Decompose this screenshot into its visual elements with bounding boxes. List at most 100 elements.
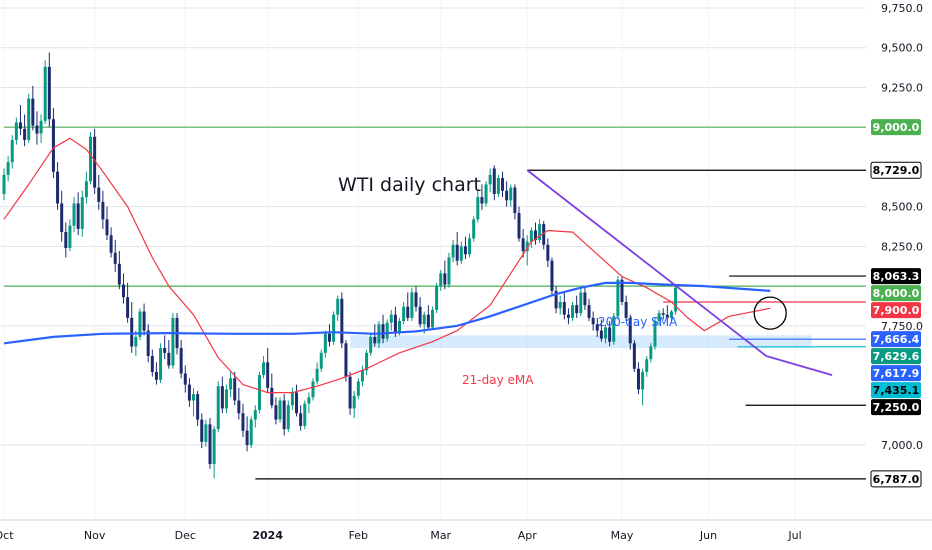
trendline-extension [765,355,833,376]
candle-body [224,389,228,409]
candle-body [327,333,331,342]
candle-body [468,238,472,255]
y-tick-label: 9,750.0 [881,2,923,15]
candle-body [43,66,47,121]
price-badge-bg [871,268,921,285]
candle-body [10,139,14,163]
candle-body [385,322,389,339]
candle-body [348,376,352,409]
candle-body [624,301,628,318]
y-tick-label: 8,250.0 [881,240,923,253]
indicator-lines [3,137,771,394]
price-badge-label: 7,435.1 [873,384,920,397]
candle-body [105,219,109,236]
candle-body [35,125,39,134]
price-badges: 9,000.0 8,729.0 8,063.3 8,000.0 7,900.0 7,666… [870,119,922,488]
price-badge-label: 7,666.4 [873,333,920,346]
price-badge-bg [871,365,921,382]
candle-body [653,321,657,347]
candle-body [187,384,191,401]
price-badge: 7,435.1 [871,382,921,399]
candle-body [93,136,97,188]
price-badge-bg [871,382,921,399]
candle-body [179,348,183,374]
x-tick-label: Mar [430,529,451,542]
candle-body [51,119,55,172]
y-tick-label: 9,250.0 [881,81,923,94]
candle-body [352,395,356,409]
candle-body [303,403,307,426]
candle-body [233,378,237,401]
price-badge-label: 7,250.0 [873,401,920,414]
price-badge: 7,900.0 [871,302,921,319]
candle-body [229,378,233,390]
price-badge: 7,617.9 [871,365,921,382]
x-tick-label: Jul [787,529,801,542]
candle-body [447,257,451,285]
candle-body [649,346,653,360]
candle-body [307,397,311,404]
candle-body [418,306,422,325]
candle-body [121,284,125,298]
candle-body [27,98,31,140]
candle-body [628,317,632,344]
chart-title: WTI daily chart [338,174,481,196]
candle-body [480,197,484,204]
trendline-line [526,169,767,357]
candle-body [604,327,608,339]
x-tick-label: Jun [699,529,717,542]
price-badge: 8,000.0 [871,285,921,302]
candle-body [389,314,393,323]
candle-body [150,356,154,372]
x-axis: Oct Nov Dec 2024 Feb Mar Apr May Jun Jul [0,529,802,542]
candle-body [146,330,150,357]
candle-body [117,263,121,285]
candle-body [525,241,529,252]
candle-body [171,317,175,366]
candle-body [295,392,299,414]
x-tick-label: Nov [84,529,106,542]
x-tick-label: May [611,529,634,542]
candle-body [492,168,496,194]
candle-body [393,314,397,333]
candle-body [546,244,550,261]
candle-body [410,292,414,318]
candle-body [138,311,142,337]
candle-body [538,224,542,241]
candle-body [645,359,649,372]
candle-body [344,343,348,377]
candle-body [282,400,286,430]
candle-body [23,128,27,140]
candle-body [554,290,558,309]
candlesticks [2,52,678,479]
support-zone [350,335,812,349]
candle-body [587,305,591,318]
candle-body [196,394,200,420]
candle-body [323,333,327,353]
candle-body [439,273,443,287]
candle-body [657,313,661,322]
candle-body [472,219,476,239]
candle-body [200,419,204,442]
candle-body [332,314,336,342]
y-tick-label: 7,750.0 [881,320,923,333]
price-badge-label: 8,000.0 [873,287,920,300]
candle-body [266,362,270,388]
candle-body [484,184,488,204]
candle-body [204,424,208,442]
candle-body [315,368,319,382]
candle-body [249,419,253,445]
candle-body [669,311,673,318]
candle-body [426,314,430,328]
y-tick-label: 8,500.0 [881,201,923,214]
candle-body [212,429,216,465]
candle-body [340,298,344,344]
candle-body [443,273,447,285]
candle-body [130,317,134,347]
candle-body [356,381,360,396]
candle-body [270,387,274,406]
candle-body [80,197,84,229]
candle-body [142,311,146,331]
candle-body [599,330,603,339]
